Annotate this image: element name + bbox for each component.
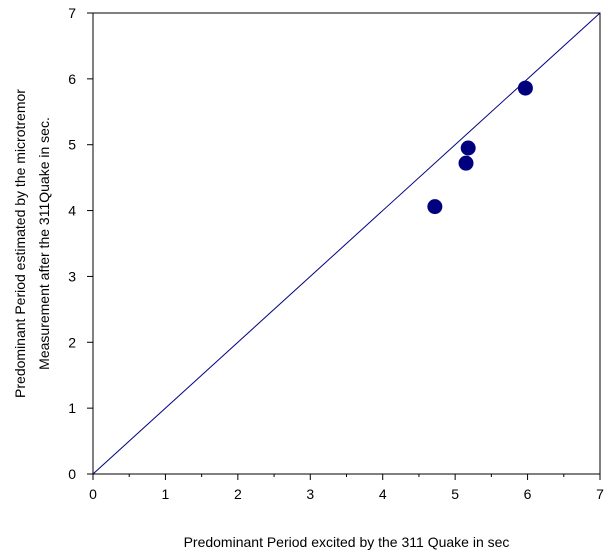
plot-area bbox=[92, 12, 601, 475]
x-tick-label: 4 bbox=[379, 486, 387, 502]
data-point bbox=[458, 155, 474, 171]
data-point bbox=[427, 199, 443, 215]
x-tick-label: 1 bbox=[162, 486, 170, 502]
x-tick-label: 3 bbox=[306, 486, 314, 502]
y-axis-title-line-1: Predominant Period estimated by the micr… bbox=[12, 89, 28, 398]
data-point bbox=[517, 80, 533, 96]
y-tick-label: 4 bbox=[68, 203, 76, 219]
y-tick-label: 6 bbox=[68, 71, 76, 87]
identity-reference-line bbox=[92, 12, 601, 475]
data-points bbox=[427, 80, 533, 215]
data-point bbox=[460, 140, 476, 156]
x-tick-label: 6 bbox=[524, 486, 532, 502]
y-tick-label: 7 bbox=[68, 5, 76, 21]
y-tick-label: 1 bbox=[68, 400, 76, 416]
x-tick-label: 2 bbox=[234, 486, 242, 502]
y-axis: 0 1 2 3 4 5 6 7 bbox=[68, 5, 93, 482]
x-tick-label: 0 bbox=[89, 486, 97, 502]
x-axis-title: Predominant Period excited by the 311 Qu… bbox=[184, 534, 510, 550]
y-axis-title-line-2: Measurement after the 311Quake in sec. bbox=[36, 117, 52, 370]
y-tick-label: 5 bbox=[68, 137, 76, 153]
y-tick-label: 3 bbox=[68, 268, 76, 284]
x-tick-label: 5 bbox=[451, 486, 459, 502]
y-tick-label: 2 bbox=[68, 334, 76, 350]
y-tick-label: 0 bbox=[68, 466, 76, 482]
x-axis: 0 1 2 3 4 5 6 7 bbox=[89, 474, 604, 502]
x-tick-label: 7 bbox=[596, 486, 604, 502]
